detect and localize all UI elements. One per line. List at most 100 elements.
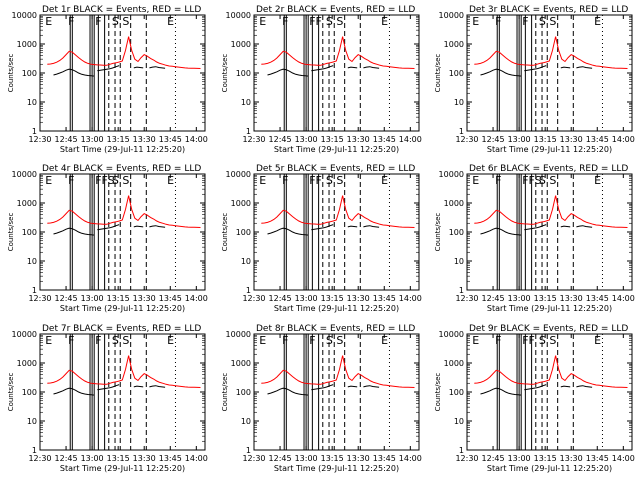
event-marker-label: F xyxy=(309,334,315,347)
x-tick-label: 12:30 xyxy=(28,294,51,303)
y-tick-label: 100 xyxy=(449,69,464,78)
x-tick-label: 14:00 xyxy=(612,454,635,463)
x-axis-label: Start Time (29-Jul-11 12:25:20) xyxy=(60,145,185,154)
y-tick-label: 1 xyxy=(32,127,37,136)
plot-frame xyxy=(253,14,420,132)
lld-series-line xyxy=(261,195,415,228)
events-series-line xyxy=(53,68,95,77)
y-tick-label: 10000 xyxy=(439,11,464,20)
events-series-line xyxy=(560,66,571,69)
plot-frame xyxy=(253,173,420,291)
events-series-line xyxy=(480,68,522,77)
x-tick-label: 13:15 xyxy=(534,454,557,463)
y-tick-label: 1000 xyxy=(231,40,251,49)
events-series-line xyxy=(524,384,547,391)
y-axis-label: Counts/sec xyxy=(221,373,229,412)
event-marker-label: F xyxy=(495,174,501,187)
x-tick-label: 13:15 xyxy=(107,454,130,463)
chart-panel: Det 4r BLACK = Events, RED = LLD 1 10 100 10… xyxy=(7,164,208,313)
event-marker-label: S xyxy=(549,15,556,28)
plot-frame xyxy=(39,14,206,132)
lld-series-line xyxy=(47,355,201,388)
x-tick-label: 14:00 xyxy=(185,135,208,144)
x-tick-label: 12:30 xyxy=(28,135,51,144)
x-tick-label: 14:00 xyxy=(185,294,208,303)
events-series-line xyxy=(363,385,380,388)
events-series-line xyxy=(267,68,309,77)
x-tick-label: 14:00 xyxy=(399,294,422,303)
chart-panel: Det 8r BLACK = Events, RED = LLD 1 10 100 10… xyxy=(221,324,422,473)
x-tick-label: 12:45 xyxy=(269,454,292,463)
x-tick-label: 13:15 xyxy=(107,135,130,144)
y-tick-label: 100 xyxy=(449,228,464,237)
y-tick-label: 10000 xyxy=(226,170,251,179)
lld-series-line xyxy=(474,36,628,69)
y-tick-label: 10000 xyxy=(226,330,251,339)
events-series-line xyxy=(133,225,144,228)
events-series-line xyxy=(149,66,166,69)
x-axis-label: Start Time (29-Jul-11 12:25:20) xyxy=(274,464,399,473)
x-tick-label: 13:30 xyxy=(133,454,156,463)
chart-title: Det 7r BLACK = Events, RED = LLD xyxy=(42,324,201,334)
x-axis-label: Start Time (29-Jul-11 12:25:20) xyxy=(274,304,399,313)
event-marker-label: S xyxy=(336,334,343,347)
event-marker-label: S xyxy=(549,174,556,187)
event-marker-label: FF xyxy=(309,15,322,28)
event-marker-label: E xyxy=(167,15,174,28)
x-tick-label: 13:30 xyxy=(133,294,156,303)
x-tick-label: 13:00 xyxy=(81,454,104,463)
y-tick-label: 10 xyxy=(454,98,464,107)
y-tick-label: 1000 xyxy=(444,359,464,368)
chart-panel: Det 2r BLACK = Events, RED = LLD 1 10 100 10… xyxy=(221,5,422,154)
event-marker-label: S xyxy=(122,174,129,187)
x-axis-label: Start Time (29-Jul-11 12:25:20) xyxy=(487,464,612,473)
x-axis-label: Start Time (29-Jul-11 12:25:20) xyxy=(60,464,185,473)
x-tick-label: 13:00 xyxy=(295,454,318,463)
event-marker-label: S xyxy=(112,334,119,347)
x-tick-label: 13:00 xyxy=(508,454,531,463)
events-series-line xyxy=(97,65,120,72)
event-marker-label: S xyxy=(326,174,333,187)
event-marker-label: S xyxy=(539,15,546,28)
y-tick-label: 100 xyxy=(236,69,251,78)
events-series-line xyxy=(480,387,522,396)
event-marker-label: F xyxy=(522,15,528,28)
x-tick-label: 13:45 xyxy=(159,294,182,303)
lld-series-line xyxy=(474,355,628,388)
event-marker-label: E xyxy=(594,15,601,28)
y-tick-label: 100 xyxy=(22,388,37,397)
x-tick-label: 13:45 xyxy=(373,135,396,144)
event-marker-label: S xyxy=(336,174,343,187)
x-tick-label: 13:00 xyxy=(81,294,104,303)
event-marker-label: E xyxy=(381,174,388,187)
y-tick-label: 100 xyxy=(449,388,464,397)
events-series-line xyxy=(149,385,166,388)
y-tick-label: 10 xyxy=(454,257,464,266)
x-tick-label: 12:30 xyxy=(242,135,265,144)
events-series-line xyxy=(53,227,95,236)
event-marker-label: FFS xyxy=(522,174,541,187)
x-tick-label: 13:30 xyxy=(347,135,370,144)
y-tick-label: 1 xyxy=(459,286,464,295)
event-marker-label: E xyxy=(167,334,174,347)
x-tick-label: 12:30 xyxy=(242,454,265,463)
plot-frame xyxy=(39,173,206,291)
events-series-line xyxy=(311,384,334,391)
lld-series-line xyxy=(261,36,415,69)
events-series-line xyxy=(267,227,309,236)
event-marker-label: E xyxy=(472,334,479,347)
event-marker-label: E xyxy=(45,334,52,347)
y-tick-label: 10 xyxy=(27,98,37,107)
events-series-line xyxy=(480,227,522,236)
events-series-line xyxy=(560,225,571,228)
event-marker-label: S xyxy=(112,174,119,187)
events-series-line xyxy=(347,66,358,69)
events-series-line xyxy=(267,387,309,396)
y-tick-label: 10000 xyxy=(12,330,37,339)
y-tick-label: 1000 xyxy=(444,40,464,49)
event-marker-label: F xyxy=(282,15,288,28)
y-tick-label: 10000 xyxy=(12,170,37,179)
event-marker-label: E xyxy=(45,174,52,187)
chart-panel: Det 5r BLACK = Events, RED = LLD 1 10 100 10… xyxy=(221,164,422,313)
event-marker-label: S xyxy=(549,334,556,347)
